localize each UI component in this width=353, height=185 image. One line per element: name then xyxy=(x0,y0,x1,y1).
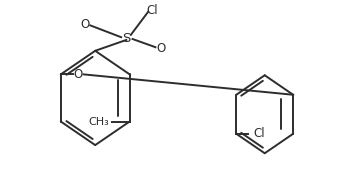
Text: Cl: Cl xyxy=(146,4,158,16)
Text: CH₃: CH₃ xyxy=(88,117,109,127)
Text: O: O xyxy=(73,68,83,81)
Text: Cl: Cl xyxy=(253,127,265,140)
Text: O: O xyxy=(80,18,89,31)
Text: O: O xyxy=(156,42,166,55)
Text: S: S xyxy=(122,32,131,45)
